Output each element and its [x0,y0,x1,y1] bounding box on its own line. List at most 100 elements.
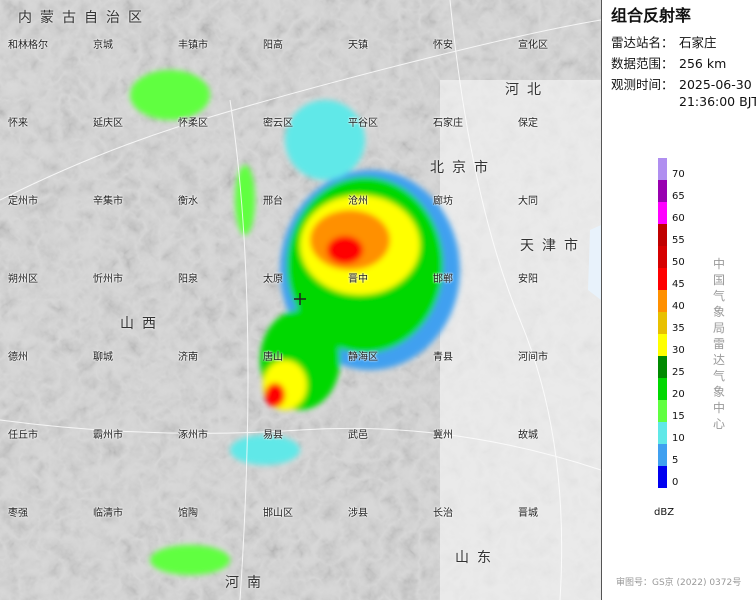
city-label: 怀安 [433,40,453,51]
province-label: 山东 [455,550,499,566]
station-value: 石家庄 [679,35,717,50]
station-row: 雷达站名： 石家庄 [611,35,717,50]
province-label: 内蒙古自治区 [18,10,150,26]
city-label: 和林格尔 [8,40,48,51]
city-label: 易县 [263,430,283,441]
colorbar-tick: 25 [672,367,685,378]
range-row: 数据范围： 256 km [611,56,726,71]
station-label: 雷达站名： [611,35,674,50]
colorbar-tick: 50 [672,257,685,268]
colorbar [658,158,667,488]
city-label: 保定 [518,118,538,129]
range-label: 数据范围： [611,56,674,71]
province-label: 河南 [225,575,269,591]
city-label: 邢台 [263,196,283,207]
city-label: 邯山区 [263,508,293,519]
colorbar-segment [658,312,667,334]
sea [588,225,601,300]
colorbar-tick: 35 [672,323,685,334]
city-label: 辛集市 [93,196,123,207]
colorbar-unit: dBZ [654,507,675,518]
province-label: 北京市 [430,160,496,176]
colorbar-segment [658,334,667,356]
colorbar-tick: 10 [672,433,685,444]
colorbar-segment [658,180,667,202]
city-label: 德州 [8,352,28,363]
city-label: 聊城 [93,352,113,363]
colorbar-segment [658,158,667,180]
province-label: 河北 [505,82,549,98]
city-label: 任丘市 [8,430,38,441]
city-label: 安阳 [518,274,538,285]
city-label: 延庆区 [93,118,123,129]
city-label: 霸州市 [93,430,123,441]
city-label: 长治 [433,508,453,519]
product-title: 组合反射率 [611,6,692,25]
colorbar-tick: 0 [672,477,679,488]
city-label: 晋城 [518,508,538,519]
city-label: 晋中 [348,274,368,285]
colorbar-tick: 30 [672,345,685,356]
city-label: 定州市 [8,196,38,207]
city-label: 密云区 [263,118,293,129]
plain-area [440,80,601,600]
colorbar-tick: 5 [672,455,679,466]
colorbar-segment [658,356,667,378]
approval-number: 审图号：GS京 (2022) 0372号 [616,578,742,588]
colorbar-segment [658,422,667,444]
date-value: 2025-06-30 [679,77,752,92]
colorbar-tick: 40 [672,301,685,312]
colorbar-tick: 15 [672,411,685,422]
city-label: 青县 [433,352,453,363]
colorbar-segment [658,466,667,488]
radar-map[interactable]: 内蒙古自治区 北京市 天津市 河北 山西 山东 河南 和林格尔 京城 丰镇市 阳高 天镇… [0,0,601,600]
colorbar-segment [658,400,667,422]
city-label: 大同 [518,196,538,207]
city-label: 丰镇市 [178,40,208,51]
city-label: 宣化区 [518,40,548,51]
city-label: 静海区 [348,352,378,363]
time-label: 观测时间： [611,77,674,92]
city-label: 天镇 [348,40,368,51]
colorbar-tick: 20 [672,389,685,400]
colorbar-segment [658,246,667,268]
colorbar-segment [658,268,667,290]
colorbar-tick: 45 [672,279,685,290]
time-value: 21:36:00 BJT [679,94,756,109]
colorbar-tick: 65 [672,191,685,202]
colorbar-segment [658,224,667,246]
city-label: 邯郸 [433,274,453,285]
city-label: 冀州 [433,430,453,441]
organization-label: 中国气象局雷达气象中心 [713,257,726,431]
city-label: 朔州区 [8,274,38,285]
city-label: 馆陶 [178,508,198,519]
city-label: 阳泉 [178,274,198,285]
city-label: 怀来 [8,118,28,129]
city-label: 石家庄 [433,118,463,129]
time-row: 观测时间： 2025-06-30 [611,77,752,92]
radar-station-cross [294,293,306,305]
map-base [0,0,601,600]
colorbar-segment [658,290,667,312]
city-label: 枣强 [8,508,28,519]
city-label: 怀柔区 [178,118,208,129]
colorbar-segment [658,378,667,400]
info-panel: 组合反射率 雷达站名： 石家庄 数据范围： 256 km 观测时间： 2025-06-… [601,0,756,600]
city-label: 沧州 [348,196,368,207]
city-label: 衡水 [178,196,198,207]
city-label: 京城 [93,40,113,51]
colorbar-tick: 70 [672,169,685,180]
city-label: 武邑 [348,430,368,441]
boundaries [0,0,601,600]
range-value: 256 km [679,56,727,71]
colorbar-tick: 60 [672,213,685,224]
city-label: 阳高 [263,40,283,51]
radar-echo-layer [130,70,460,575]
colorbar-tick: 55 [672,235,685,246]
city-label: 忻州市 [93,274,123,285]
city-label: 临清市 [93,508,123,519]
city-label: 廊坊 [433,196,453,207]
colorbar-segment [658,202,667,224]
city-label: 济南 [178,352,198,363]
city-label: 河间市 [518,352,548,363]
